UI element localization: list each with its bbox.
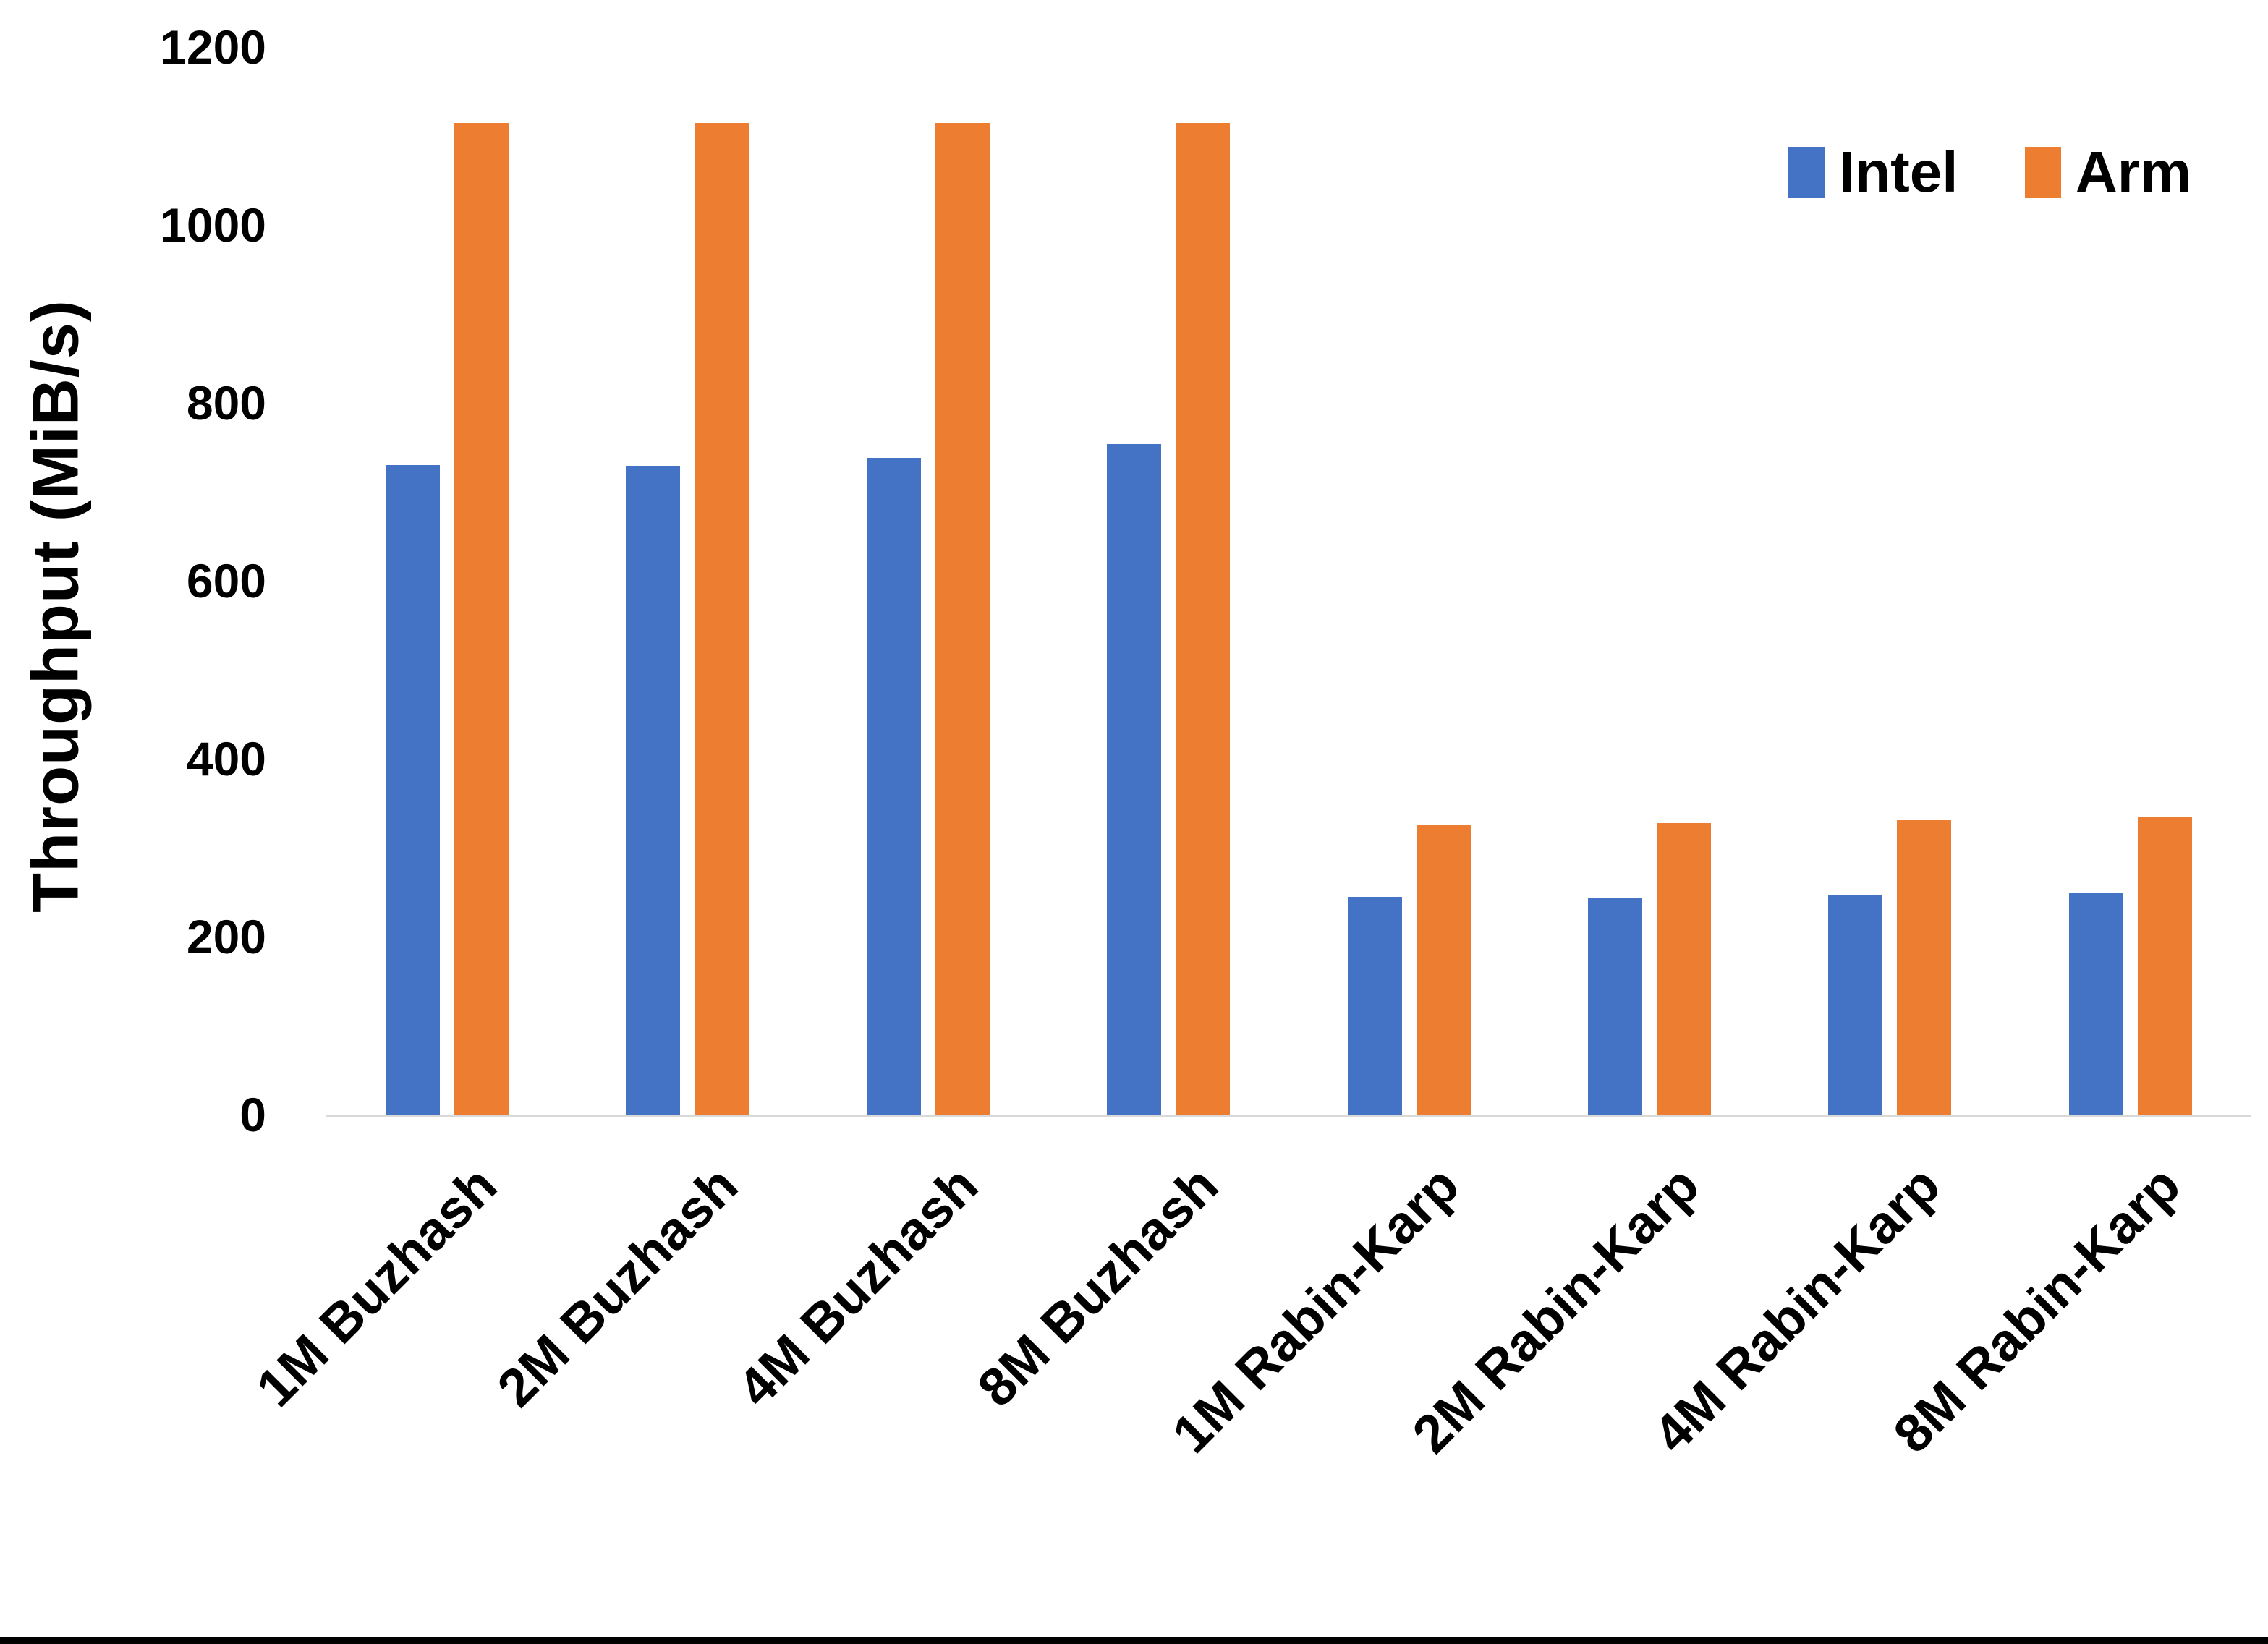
- y-tick-label-1000: 1000: [160, 198, 266, 252]
- bar-intel-5: [1347, 896, 1402, 1115]
- bar-intel-3: [866, 458, 921, 1115]
- bar-intel-4: [1107, 443, 1162, 1115]
- bar-intel-1: [386, 465, 440, 1115]
- legend-swatch-arm: [2025, 147, 2061, 198]
- y-tick-label-800: 800: [186, 376, 266, 430]
- bar-intel-7: [1828, 895, 1883, 1115]
- bar-arm-4: [1176, 122, 1231, 1115]
- bar-intel-6: [1588, 897, 1642, 1115]
- bar-intel-2: [626, 466, 681, 1115]
- bar-intel-8: [2068, 892, 2123, 1115]
- y-tick-label-400: 400: [186, 732, 266, 785]
- bar-arm-8: [2137, 817, 2192, 1115]
- y-tick-label-1200: 1200: [160, 20, 266, 74]
- legend-swatch-intel: [1788, 147, 1825, 198]
- legend-label-intel: Intel: [1839, 140, 1958, 204]
- bar-arm-6: [1657, 822, 1711, 1115]
- y-tick-label-0: 0: [239, 1088, 266, 1141]
- bar-arm-1: [454, 122, 509, 1115]
- bar-arm-7: [1897, 819, 1952, 1115]
- x-axis-line: [326, 1115, 2251, 1117]
- y-tick-label-600: 600: [186, 554, 266, 608]
- bar-arm-2: [695, 122, 749, 1115]
- bar-arm-5: [1416, 825, 1471, 1115]
- legend-label-arm: Arm: [2076, 140, 2192, 204]
- bar-arm-3: [935, 122, 990, 1115]
- y-tick-label-200: 200: [186, 910, 266, 963]
- bottom-border: [0, 1637, 2268, 1644]
